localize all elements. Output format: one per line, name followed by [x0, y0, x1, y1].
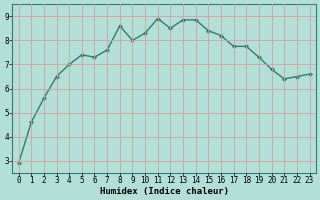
X-axis label: Humidex (Indice chaleur): Humidex (Indice chaleur)	[100, 187, 228, 196]
